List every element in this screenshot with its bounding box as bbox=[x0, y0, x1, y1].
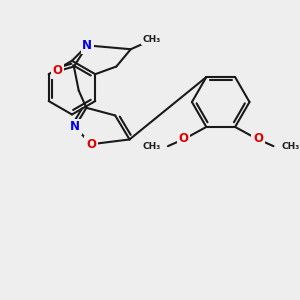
Text: O: O bbox=[52, 64, 63, 77]
Text: O: O bbox=[178, 132, 188, 145]
Text: N: N bbox=[82, 39, 92, 52]
Text: CH₃: CH₃ bbox=[142, 142, 160, 151]
Text: N: N bbox=[70, 121, 80, 134]
Text: CH₃: CH₃ bbox=[281, 142, 299, 151]
Text: O: O bbox=[253, 132, 263, 145]
Text: CH₃: CH₃ bbox=[143, 35, 161, 44]
Text: O: O bbox=[86, 138, 96, 151]
